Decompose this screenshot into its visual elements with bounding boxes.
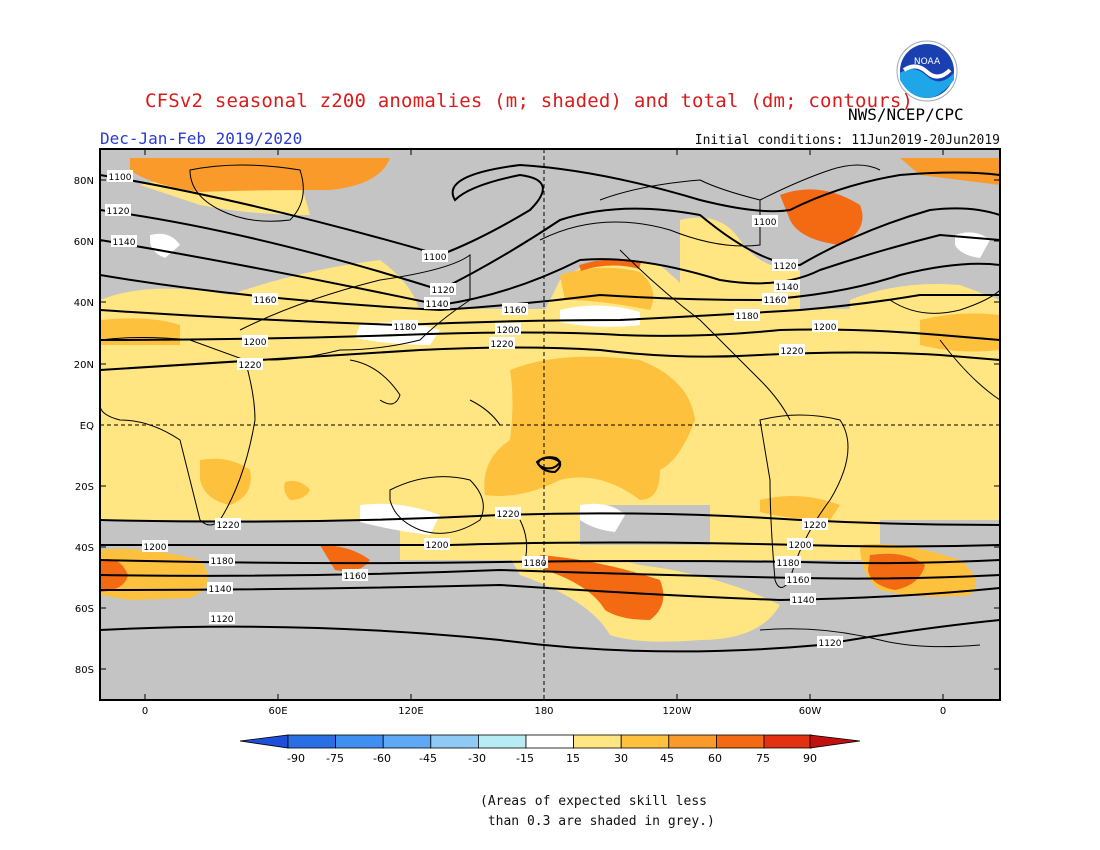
colorbar-tick: 60 (708, 752, 722, 765)
contour-label-1140: 1140 (209, 585, 232, 595)
contour-label-1140: 1140 (113, 238, 136, 248)
contour-label-1200: 1200 (814, 323, 837, 333)
lon-label: 180 (534, 706, 553, 717)
lon-label: 60W (799, 706, 822, 717)
lat-label: EQ (80, 421, 94, 432)
colorbar-tick: -45 (419, 752, 437, 765)
lat-label: 60S (75, 604, 94, 615)
southern-anomalies (100, 496, 976, 642)
lat-label: 40S (75, 543, 94, 554)
colorbar-tick: 90 (803, 752, 817, 765)
lat-axis: 80N 60N 40N 20N EQ 20S 40S 60S 80S (74, 176, 94, 676)
contour-label-1200: 1200 (244, 338, 267, 348)
agency-label: NWS/NCEP/CPC (848, 105, 964, 124)
lon-label: 0 (142, 706, 148, 717)
map-frame (99, 148, 1001, 701)
contour-label-1120: 1120 (211, 615, 234, 625)
colorbar-labels: -90 -75 -60 -45 -30 -15 15 30 45 60 75 9… (287, 752, 817, 765)
contour-label-1120: 1120 (774, 262, 797, 272)
colorbar-tick: -15 (516, 752, 534, 765)
contour-label-1140: 1140 (792, 596, 815, 606)
colorbar-tick: -90 (287, 752, 305, 765)
colorbar-tick: -30 (468, 752, 486, 765)
season-label: Dec-Jan-Feb 2019/2020 (100, 129, 303, 148)
lat-ticks (100, 179, 1000, 670)
colorbar-cell (335, 734, 384, 749)
contour-label-1180: 1180 (524, 559, 547, 569)
colorbar-cell (668, 734, 717, 749)
lon-ticks (144, 149, 944, 700)
colorbar-tick: -75 (326, 752, 344, 765)
contour-label-1200: 1200 (144, 543, 167, 553)
contour-label-1160: 1160 (344, 572, 367, 582)
initial-conditions-label: Initial conditions: 11Jun2019-20Jun2019 (694, 133, 1000, 148)
chart-title: CFSv2 seasonal z200 anomalies (m; shaded… (145, 90, 914, 112)
colorbar-cell (573, 734, 622, 749)
contour-label-1180: 1180 (211, 557, 234, 567)
colorbar-cell (763, 734, 812, 749)
colorbar-cell (477, 734, 527, 749)
contour-labels: 1100 1120 1140 1160 1200 1220 1100 1120 … (105, 170, 843, 649)
lat-label: 80N (74, 176, 94, 187)
contour-label-1220: 1220 (239, 361, 262, 371)
contour-label-1140: 1140 (426, 300, 449, 310)
contour-label-1220: 1220 (804, 521, 827, 531)
lat-label: 20N (74, 360, 94, 371)
lat-label: 80S (75, 665, 94, 676)
contour-label-1180: 1180 (777, 559, 800, 569)
contour-label-1100: 1100 (424, 253, 447, 263)
skill-note: (Areas of expected skill less than 0.3 a… (480, 794, 715, 829)
lat-label: 20S (75, 482, 94, 493)
contour-label-1100: 1100 (109, 173, 132, 183)
contour-label-1140: 1140 (776, 283, 799, 293)
noaa-logo: NOAA (896, 40, 958, 102)
lon-axis: 0 60E 120E 180 120W 60W 0 (142, 706, 946, 717)
map-area: 1100 1120 1140 1160 1200 1220 1100 1120 … (100, 149, 1000, 700)
lon-label: 0 (940, 706, 946, 717)
northern-anomalies (100, 158, 1000, 352)
contour-label-1220: 1220 (497, 510, 520, 520)
colorbar-cell (525, 734, 574, 749)
colorbar-tick: 75 (756, 752, 770, 765)
colorbar-tick: 45 (660, 752, 674, 765)
lon-label: 120E (398, 706, 423, 717)
contour-label-1160: 1160 (254, 296, 277, 306)
lon-label: 120W (663, 706, 692, 717)
colorbar-cell (716, 734, 765, 749)
colorbar-cell (382, 734, 432, 749)
colorbar-tick: 15 (566, 752, 580, 765)
colorbar-tick: 30 (614, 752, 628, 765)
contour-label-1220: 1220 (217, 521, 240, 531)
contour-label-1120: 1120 (107, 207, 130, 217)
contour-label-1180: 1180 (736, 312, 759, 322)
contour-label-1220: 1220 (491, 340, 514, 350)
colorbar-arrow-high (809, 734, 861, 749)
colorbar-cell (430, 734, 479, 749)
contour-label-1200: 1200 (789, 541, 812, 551)
colorbar-arrow-low (239, 734, 289, 749)
contour-label-1160: 1160 (504, 306, 527, 316)
logo-text: NOAA (914, 57, 941, 67)
contour-label-1160: 1160 (787, 576, 810, 586)
contour-label-1220: 1220 (781, 347, 804, 357)
lat-label: 60N (74, 237, 94, 248)
contour-label-1120: 1120 (819, 639, 842, 649)
colorbar-tick: -60 (373, 752, 391, 765)
colorbar-cell (620, 734, 670, 749)
lat-label: 40N (74, 298, 94, 309)
contour-label-1200: 1200 (426, 541, 449, 551)
colorbar (239, 734, 861, 749)
colorbar-cell (287, 734, 336, 749)
tropical-anomaly (484, 356, 695, 500)
contour-label-1200: 1200 (497, 326, 520, 336)
contour-label-1120: 1120 (432, 286, 455, 296)
contour-label-1160: 1160 (764, 296, 787, 306)
contour-label-1100: 1100 (754, 218, 777, 228)
lon-label: 60E (268, 706, 287, 717)
contour-label-1180: 1180 (394, 323, 417, 333)
